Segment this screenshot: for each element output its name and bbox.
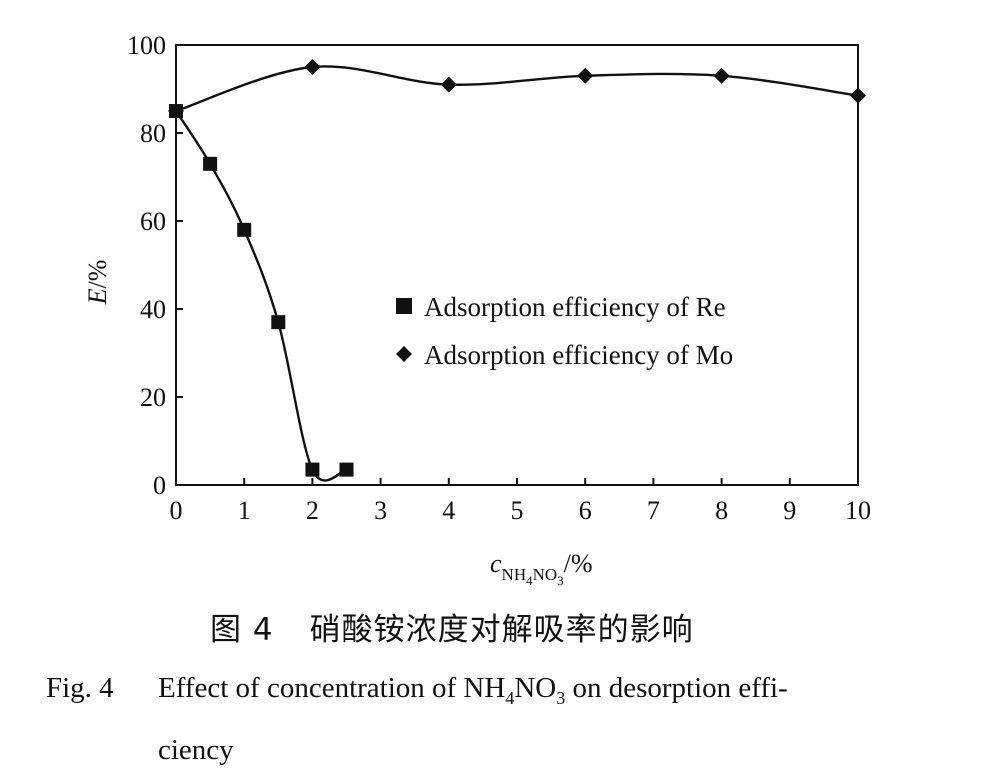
- caption-en-label: Fig. 4: [46, 672, 114, 704]
- point-re: [237, 222, 252, 237]
- plot-area: [175, 44, 859, 486]
- caption-en-text-2: NO: [514, 672, 557, 704]
- y-axis: 0 20 40 60 80 100: [127, 31, 183, 500]
- point-mo: [577, 67, 594, 84]
- caption-en-text-1: Effect of concentration of NH: [158, 672, 506, 704]
- caption-en-sub-3: 3: [556, 687, 566, 708]
- x-tick-label: 8: [715, 496, 728, 525]
- x-tick-label: 9: [783, 496, 796, 525]
- legend-label-mo: Adsorption efficiency of Mo: [424, 340, 733, 370]
- x-tick-label: 5: [511, 496, 524, 525]
- point-re: [203, 156, 218, 171]
- series-lines: [174, 65, 859, 482]
- y-tick-label: 60: [140, 207, 166, 236]
- y-tick-label: 100: [127, 31, 166, 60]
- y-axis-label: E/%: [83, 260, 112, 306]
- caption-en: Fig. 4 Effect of concentration of NH4NO3 …: [46, 662, 788, 776]
- y-tick-label: 20: [140, 383, 166, 412]
- caption-en-text-3: on desorption effi-: [565, 672, 788, 704]
- point-re: [271, 315, 286, 330]
- point-mo: [713, 67, 730, 84]
- caption-cn-label: 图 4: [210, 612, 274, 648]
- x-tick-label: 0: [170, 496, 183, 525]
- x-tick-label: 6: [579, 496, 592, 525]
- caption-cn: 图 4 硝酸铵浓度对解吸率的影响: [210, 604, 694, 649]
- plot-frame: [175, 44, 859, 486]
- x-tick-label: 3: [374, 496, 387, 525]
- x-tick-label: 1: [238, 496, 251, 525]
- point-re: [305, 462, 320, 477]
- x-tick-label: 4: [442, 496, 455, 525]
- point-re: [339, 462, 354, 477]
- x-tick-label: 2: [306, 496, 319, 525]
- point-mo: [304, 59, 321, 75]
- x-tick-label: 10: [845, 496, 871, 525]
- y-tick-label: 80: [140, 119, 166, 148]
- legend-marker-mo: [396, 346, 412, 362]
- y-tick-label: 40: [140, 295, 166, 324]
- point-mo: [168, 103, 184, 119]
- point-mo: [440, 76, 457, 93]
- point-mo: [850, 87, 866, 104]
- y-tick-label: 0: [153, 471, 166, 500]
- caption-en-sub-4: 4: [505, 687, 515, 708]
- x-axis-label: cNH4NO3/%: [490, 549, 593, 588]
- x-axis: 0 1 2 3 4 5 6 7 8 9 10: [170, 478, 871, 525]
- legend: Adsorption efficiency of Re Adsorption e…: [396, 292, 733, 370]
- series-line-mo: [175, 65, 859, 113]
- series-markers: [168, 59, 866, 477]
- caption-en-line2: ciency: [158, 733, 234, 766]
- caption-cn-text: 硝酸铵浓度对解吸率的影响: [309, 612, 694, 648]
- legend-label-re: Adsorption efficiency of Re: [424, 292, 726, 322]
- series-line-re: [174, 110, 347, 482]
- x-tick-label: 7: [647, 496, 660, 525]
- legend-marker-re: [396, 298, 412, 314]
